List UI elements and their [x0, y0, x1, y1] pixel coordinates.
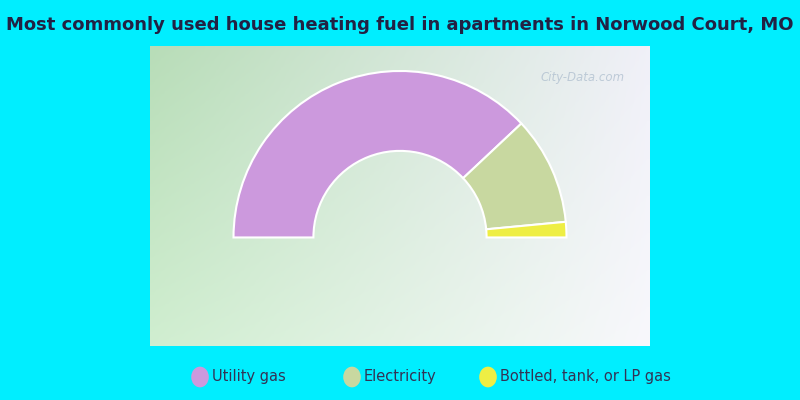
- Wedge shape: [486, 222, 566, 238]
- Text: Utility gas: Utility gas: [212, 370, 286, 384]
- Ellipse shape: [191, 367, 209, 387]
- Wedge shape: [463, 124, 566, 229]
- Ellipse shape: [479, 367, 497, 387]
- Text: Bottled, tank, or LP gas: Bottled, tank, or LP gas: [500, 370, 671, 384]
- Text: Electricity: Electricity: [364, 370, 437, 384]
- Ellipse shape: [343, 367, 361, 387]
- Text: City-Data.com: City-Data.com: [541, 71, 625, 84]
- Text: Most commonly used house heating fuel in apartments in Norwood Court, MO: Most commonly used house heating fuel in…: [6, 16, 794, 34]
- Wedge shape: [234, 71, 522, 238]
